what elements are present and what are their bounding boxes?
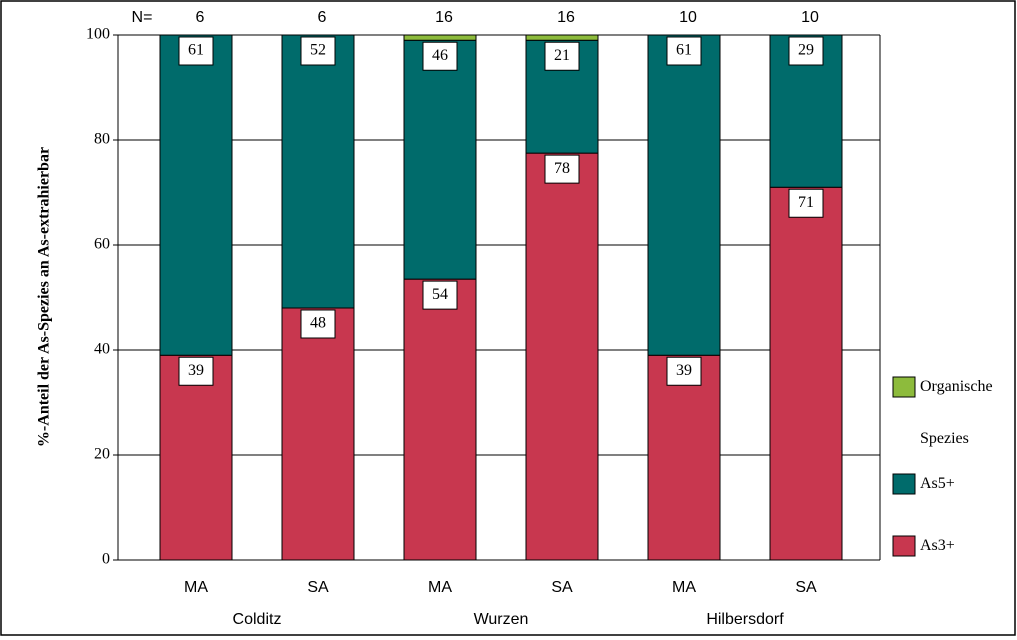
n-value: 6 (196, 9, 205, 26)
value-label-box (666, 36, 702, 66)
legend-label: Organische Spezies (920, 378, 993, 447)
y-tick-label: 60 (94, 236, 110, 253)
bar-segment (403, 34, 477, 41)
y-axis-label: %-Anteil der As-Spezies an As-extrahierb… (36, 147, 53, 447)
bar-segment (281, 34, 355, 309)
value-label: 52 (310, 42, 326, 59)
value-label-box (788, 36, 824, 66)
y-tick-label: 100 (86, 26, 110, 43)
legend-swatch (892, 535, 916, 557)
value-label: 21 (554, 47, 570, 64)
n-value: 16 (435, 9, 453, 26)
value-label-box (300, 36, 336, 66)
legend-swatch (892, 473, 916, 495)
bar-segment (647, 34, 721, 356)
value-label-box (178, 356, 214, 386)
bar-segment (647, 354, 721, 561)
value-label-box (544, 154, 580, 184)
bar-segment (159, 34, 233, 356)
value-label: 78 (554, 160, 570, 177)
value-label: 46 (432, 47, 448, 64)
n-value: 10 (679, 9, 697, 26)
n-value: 16 (557, 9, 575, 26)
y-tick-label: 0 (102, 551, 110, 568)
x-tick-label: MA (672, 579, 696, 596)
value-label: 39 (676, 362, 692, 379)
group-label: Wurzen (474, 611, 529, 628)
n-label: N= (132, 9, 153, 26)
y-tick-label: 20 (94, 446, 110, 463)
bar-segment (403, 278, 477, 561)
x-tick-label: SA (307, 579, 329, 596)
legend-label: As5+ (920, 475, 955, 492)
value-label-box (788, 188, 824, 218)
value-label: 71 (798, 194, 814, 211)
x-tick-label: MA (184, 579, 208, 596)
y-tick-label: 40 (94, 341, 110, 358)
bar-segment (525, 34, 599, 41)
value-label: 29 (798, 42, 814, 59)
value-label: 54 (432, 286, 448, 303)
legend-swatch (892, 376, 916, 398)
n-value: 6 (318, 9, 327, 26)
x-tick-label: SA (795, 579, 817, 596)
group-label: Colditz (233, 611, 282, 628)
bar-segment (281, 307, 355, 561)
value-label-box (422, 280, 458, 310)
n-value: 10 (801, 9, 819, 26)
bar-segment (159, 354, 233, 561)
x-tick-label: SA (551, 579, 573, 596)
bar-segment (769, 186, 843, 561)
legend-label: As3+ (920, 537, 955, 554)
y-tick-label: 80 (94, 131, 110, 148)
x-tick-label: MA (428, 579, 452, 596)
bar-segment (403, 39, 477, 280)
value-label: 61 (188, 42, 204, 59)
value-label-box (544, 41, 580, 71)
value-label-box (422, 41, 458, 71)
value-label-box (300, 309, 336, 339)
value-label: 48 (310, 315, 326, 332)
value-label-box (666, 356, 702, 386)
bar-segment (525, 152, 599, 561)
value-label: 39 (188, 362, 204, 379)
value-label-box (178, 36, 214, 66)
group-label: Hilbersdorf (706, 611, 784, 628)
value-label: 61 (676, 42, 692, 59)
